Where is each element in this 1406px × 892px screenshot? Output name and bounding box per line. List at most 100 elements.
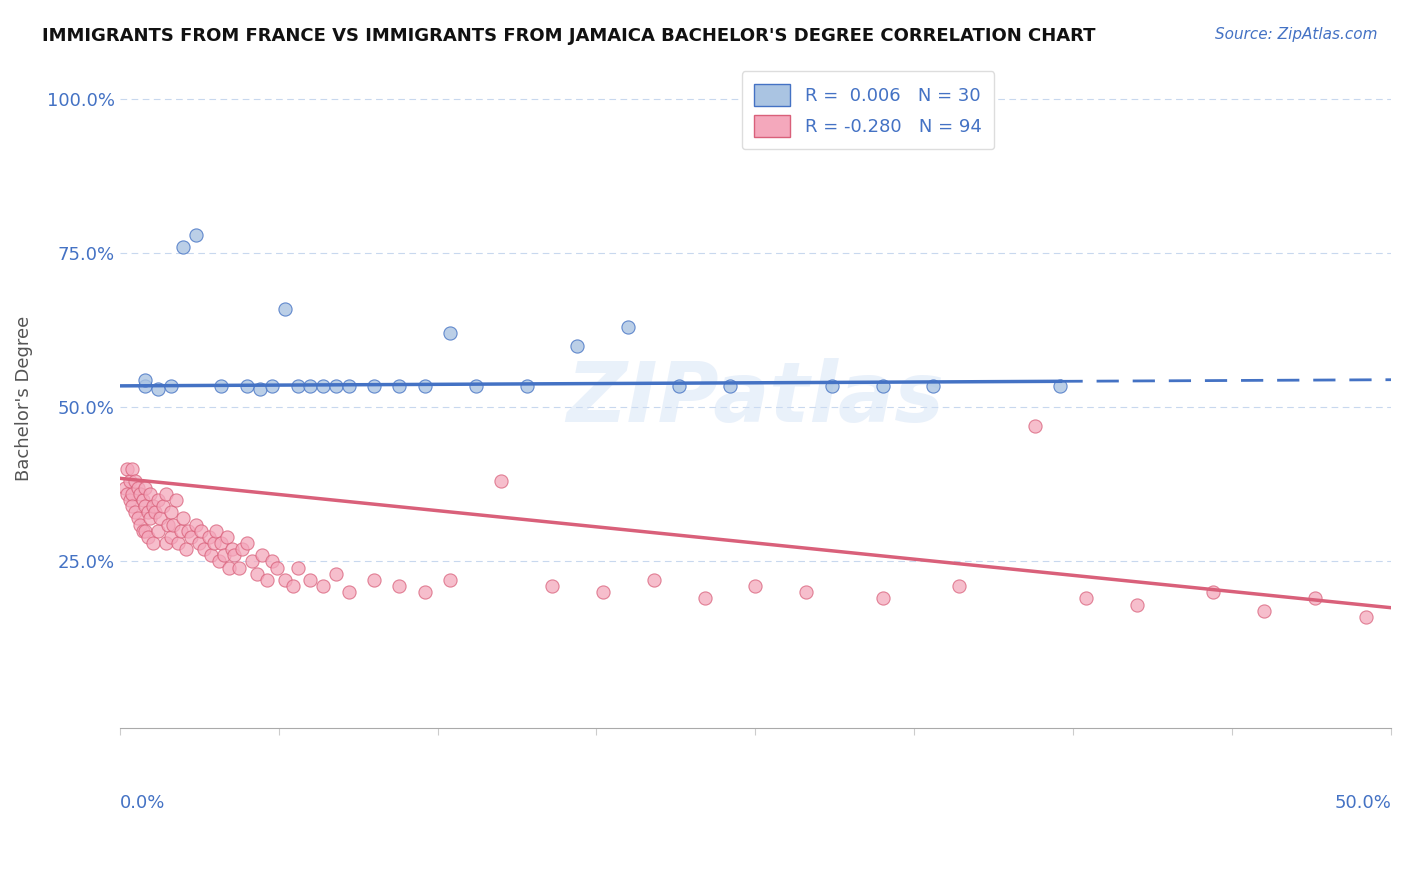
Point [202, 536, 225, 550]
Point [337, 379, 360, 393]
Point [193, 542, 215, 557]
Point [250, 549, 273, 563]
Point [165, 492, 187, 507]
Point [172, 240, 194, 254]
Point [794, 585, 817, 599]
Point [159, 530, 181, 544]
Point [1125, 598, 1147, 612]
Point [117, 462, 139, 476]
Point [312, 379, 335, 393]
Point [643, 573, 665, 587]
Point [489, 475, 512, 489]
Point [134, 481, 156, 495]
Point [177, 524, 200, 538]
Point [325, 566, 347, 581]
Point [139, 486, 162, 500]
Point [744, 579, 766, 593]
Text: Source: ZipAtlas.com: Source: ZipAtlas.com [1215, 27, 1378, 42]
Point [693, 591, 716, 606]
Point [337, 585, 360, 599]
Point [256, 573, 278, 587]
Point [617, 320, 640, 334]
Text: IMMIGRANTS FROM FRANCE VS IMMIGRANTS FROM JAMAICA BACHELOR'S DEGREE CORRELATION : IMMIGRANTS FROM FRANCE VS IMMIGRANTS FRO… [42, 27, 1095, 45]
Point [172, 511, 194, 525]
Point [1354, 610, 1376, 624]
Point [127, 511, 149, 525]
Point [218, 560, 240, 574]
Point [287, 560, 309, 574]
Point [246, 566, 269, 581]
Point [170, 524, 193, 538]
Point [221, 542, 243, 557]
Point [439, 573, 461, 587]
Point [215, 530, 238, 544]
Point [922, 379, 945, 393]
Point [388, 579, 411, 593]
Point [567, 339, 589, 353]
Point [872, 379, 894, 393]
Point [299, 379, 322, 393]
Text: 50.0%: 50.0% [1334, 794, 1391, 812]
Point [142, 536, 165, 550]
Point [592, 585, 614, 599]
Point [274, 301, 297, 316]
Point [134, 524, 156, 538]
Point [228, 560, 250, 574]
Point [155, 536, 177, 550]
Point [143, 505, 166, 519]
Point [205, 524, 228, 538]
Point [118, 475, 141, 489]
Point [231, 542, 253, 557]
Point [274, 573, 297, 587]
Point [131, 524, 153, 538]
Point [142, 499, 165, 513]
Point [312, 579, 335, 593]
Point [1202, 585, 1225, 599]
Point [1049, 379, 1071, 393]
Point [136, 505, 159, 519]
Point [413, 585, 436, 599]
Point [299, 573, 322, 587]
Point [121, 462, 143, 476]
Point [180, 530, 202, 544]
Point [1253, 604, 1275, 618]
Point [262, 379, 284, 393]
Point [1303, 591, 1326, 606]
Point [184, 517, 207, 532]
Point [236, 536, 259, 550]
Point [224, 549, 246, 563]
Point [149, 511, 172, 525]
Y-axis label: Bachelor's Degree: Bachelor's Degree [15, 316, 32, 481]
Point [114, 481, 136, 495]
Point [129, 517, 152, 532]
Point [236, 379, 259, 393]
Point [208, 554, 231, 568]
Point [118, 492, 141, 507]
Text: ZIPatlas: ZIPatlas [567, 358, 945, 439]
Point [121, 499, 143, 513]
Point [184, 227, 207, 242]
Legend: R =  0.006   N = 30, R = -0.280   N = 94: R = 0.006 N = 30, R = -0.280 N = 94 [741, 71, 994, 149]
Point [134, 373, 156, 387]
Point [124, 475, 146, 489]
Point [240, 554, 263, 568]
Point [287, 379, 309, 393]
Point [718, 379, 741, 393]
Point [249, 382, 271, 396]
Point [155, 486, 177, 500]
Point [187, 536, 209, 550]
Point [821, 379, 844, 393]
Point [266, 560, 288, 574]
Point [388, 379, 411, 393]
Point [159, 505, 181, 519]
Point [200, 549, 222, 563]
Point [363, 379, 385, 393]
Point [146, 492, 169, 507]
Point [439, 326, 461, 341]
Point [162, 517, 184, 532]
Point [211, 379, 233, 393]
Point [212, 549, 235, 563]
Point [124, 505, 146, 519]
Point [139, 511, 162, 525]
Point [872, 591, 894, 606]
